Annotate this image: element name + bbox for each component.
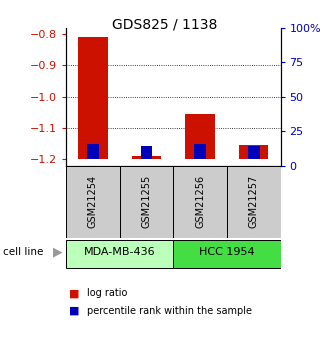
Bar: [87, 144, 99, 159]
FancyBboxPatch shape: [173, 239, 280, 268]
Text: MDA-MB-436: MDA-MB-436: [84, 247, 155, 257]
Text: ■: ■: [69, 288, 80, 298]
Bar: [248, 146, 260, 159]
FancyBboxPatch shape: [66, 239, 173, 268]
Bar: [141, 146, 152, 159]
Bar: [194, 144, 206, 159]
Text: ■: ■: [69, 306, 80, 315]
Bar: [132, 156, 161, 159]
Text: GSM21255: GSM21255: [142, 175, 151, 228]
Bar: [78, 37, 108, 159]
Bar: [239, 145, 268, 159]
FancyBboxPatch shape: [227, 166, 280, 238]
FancyBboxPatch shape: [119, 166, 173, 238]
Text: GSM21256: GSM21256: [195, 175, 205, 228]
Text: GSM21257: GSM21257: [249, 175, 259, 228]
Text: GDS825 / 1138: GDS825 / 1138: [112, 17, 218, 31]
Bar: [185, 114, 215, 159]
Text: log ratio: log ratio: [87, 288, 128, 298]
Text: HCC 1954: HCC 1954: [199, 247, 255, 257]
Text: percentile rank within the sample: percentile rank within the sample: [87, 306, 252, 315]
FancyBboxPatch shape: [173, 166, 227, 238]
Text: GSM21254: GSM21254: [88, 175, 98, 228]
Text: ▶: ▶: [53, 246, 62, 258]
Text: cell line: cell line: [3, 247, 44, 257]
FancyBboxPatch shape: [66, 166, 119, 238]
